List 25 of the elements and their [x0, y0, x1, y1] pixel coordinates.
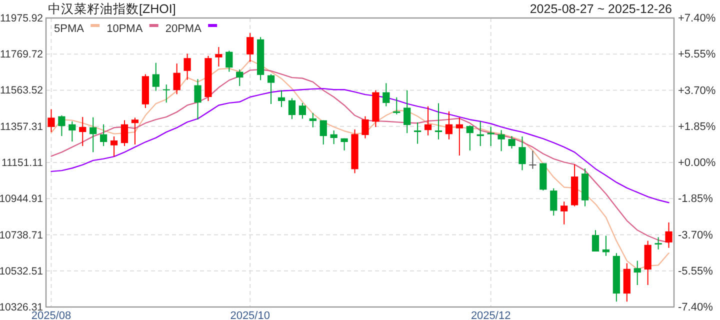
y-tick-label: 11357.31: [0, 120, 44, 133]
y2-tick-label: +5.55%: [678, 48, 716, 61]
y2-tick-label: -3.70%: [678, 229, 714, 242]
y-tick-label: 11151.11: [2, 157, 44, 169]
legend-label: 10PMA: [106, 23, 144, 35]
y2-tick-label: +7.40%: [678, 12, 716, 24]
y-tick-label: 10738.71: [0, 229, 44, 242]
legend-label: 20PMA: [165, 23, 202, 35]
y2-tick-label: +1.85%: [678, 120, 716, 133]
y2-tick-label: -1.85%: [678, 193, 714, 206]
y2-tick-label: -7.40%: [678, 302, 714, 314]
legend-label: 5PMA: [54, 23, 85, 35]
y-tick-label: 11769.72: [0, 48, 44, 61]
y-tick-label: 11563.52: [0, 84, 44, 97]
y2-tick-label: +0.00%: [678, 157, 716, 169]
x-tick-label: 2025/12: [470, 310, 511, 320]
x-tick-label: 2025/08: [31, 310, 72, 320]
y-tick-label: 10944.91: [0, 193, 44, 206]
y2-tick-label: +3.70%: [678, 84, 716, 97]
chart-subtitle: 2025-08-27 ~ 2025-12-26: [530, 2, 672, 16]
x-tick-label: 2025/10: [230, 310, 270, 320]
y-tick-label: 10532.51: [0, 265, 44, 278]
y2-tick-label: -5.55%: [678, 265, 714, 278]
chart-title: 中汉菜籽油指数[ZHOI]: [48, 2, 176, 16]
y-tick-label: 11975.92: [0, 12, 44, 24]
